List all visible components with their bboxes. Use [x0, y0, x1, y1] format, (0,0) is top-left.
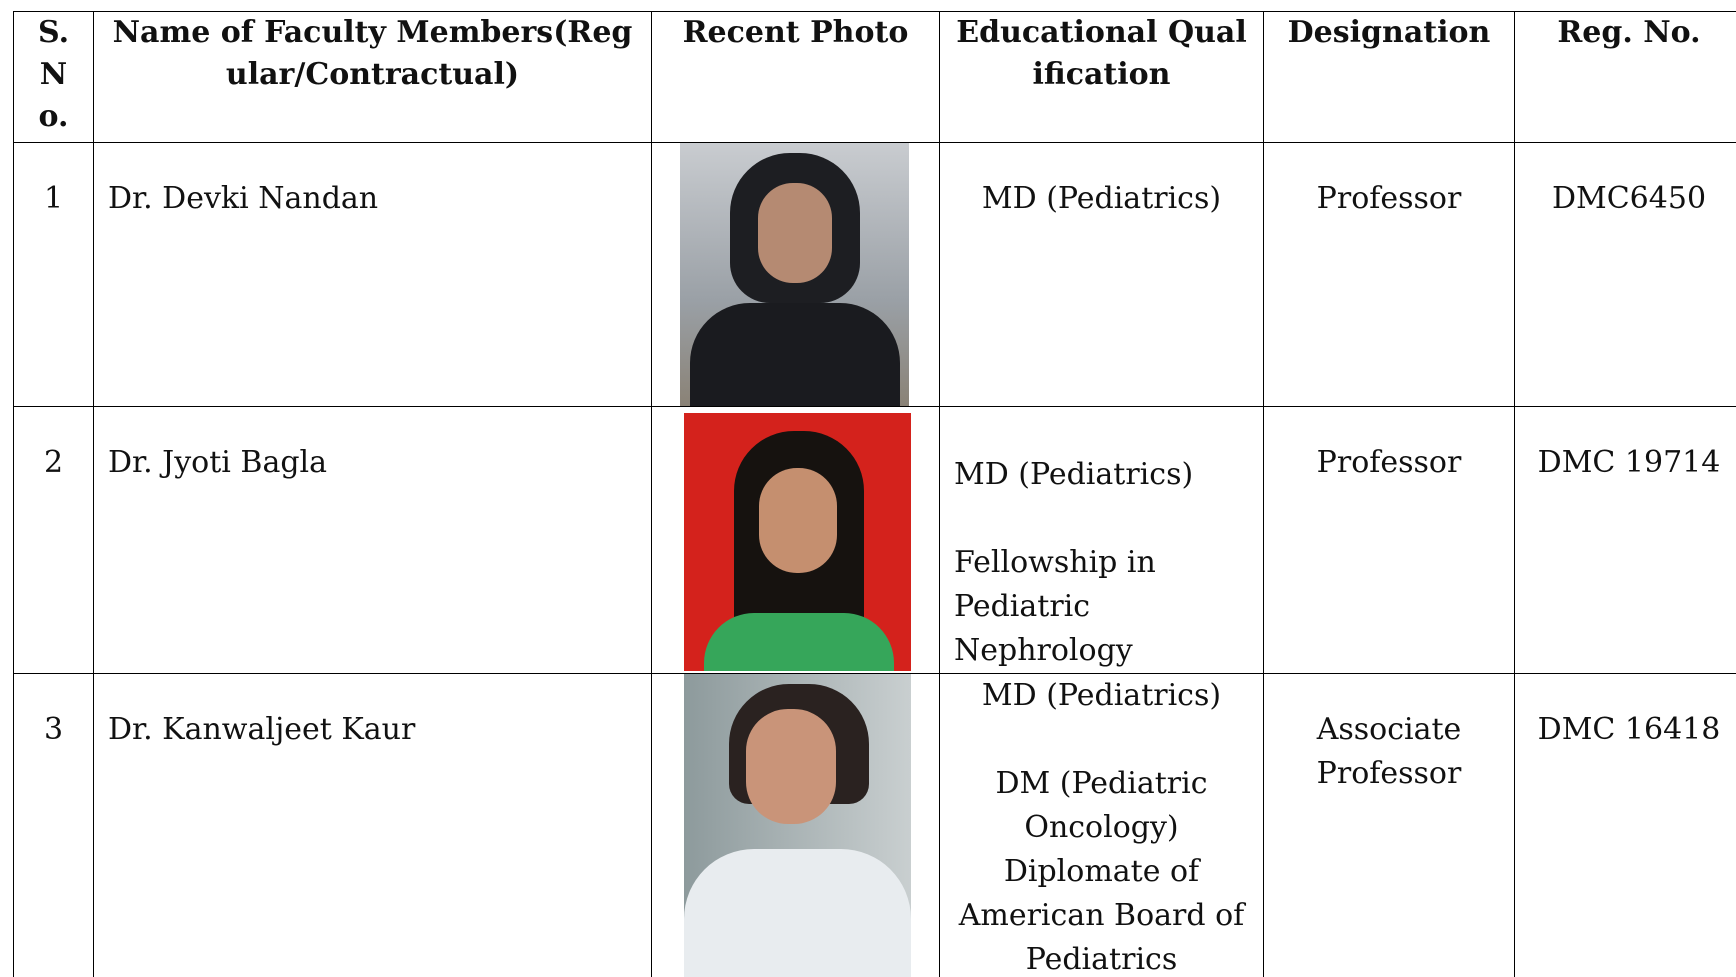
qualification-line: DM (Pediatric Oncology) Diplomate of Ame… — [958, 766, 1245, 977]
header-row: S. No. Name of Faculty Members(Regular/C… — [13, 11, 1736, 143]
name: Dr. Jyoti Bagla — [93, 406, 652, 674]
reg-no: DMC6450 — [1514, 142, 1736, 407]
reg-no: DMC 19714 — [1514, 406, 1736, 674]
qualification-line: MD (Pediatrics) — [981, 181, 1222, 216]
row: 2 Dr. Jyoti Bagla MD (Pediatrics) Fellow… — [13, 406, 1736, 674]
sno: 3 — [13, 673, 94, 977]
photo-cell — [651, 406, 940, 674]
designation: Professor — [1263, 142, 1515, 407]
row: 3 Dr. Kanwaljeet Kaur MD (Pediatrics) DM… — [13, 673, 1736, 977]
sno: 1 — [13, 142, 94, 407]
photo — [684, 413, 911, 671]
designation: Professor — [1263, 406, 1515, 674]
sno: 2 — [13, 406, 94, 674]
photo — [680, 143, 909, 406]
header-cell: Designation — [1263, 11, 1515, 143]
row: 1 Dr. Devki Nandan MD (Pediatrics) Profe… — [13, 142, 1736, 407]
qualification: MD (Pediatrics) — [939, 142, 1264, 407]
qualification: MD (Pediatrics) DM (Pediatric Oncology) … — [939, 673, 1264, 977]
header-cell: Educational Qualification — [939, 11, 1264, 143]
header-cell: Reg. No. — [1514, 11, 1736, 143]
reg-no: DMC 16418 — [1514, 673, 1736, 977]
header-cell: Recent Photo — [651, 11, 940, 143]
photo — [684, 674, 911, 977]
photo-cell — [651, 142, 940, 407]
qualification-line: MD (Pediatrics) — [981, 678, 1222, 713]
photo-cell — [651, 673, 940, 977]
qualification: MD (Pediatrics) Fellowship in Pediatric … — [939, 406, 1264, 674]
header-cell: S. No. — [13, 11, 94, 143]
faculty-table: S. No. Name of Faculty Members(Regular/C… — [13, 11, 1736, 977]
name: Dr. Kanwaljeet Kaur — [93, 673, 652, 977]
qualification-line: Fellowship in Pediatric Nephrology — [954, 545, 1156, 668]
header-cell: Name of Faculty Members(Regular/Contract… — [93, 11, 652, 143]
qualification-line: MD (Pediatrics) — [954, 457, 1194, 492]
name: Dr. Devki Nandan — [93, 142, 652, 407]
designation: Associate Professor — [1263, 673, 1515, 977]
